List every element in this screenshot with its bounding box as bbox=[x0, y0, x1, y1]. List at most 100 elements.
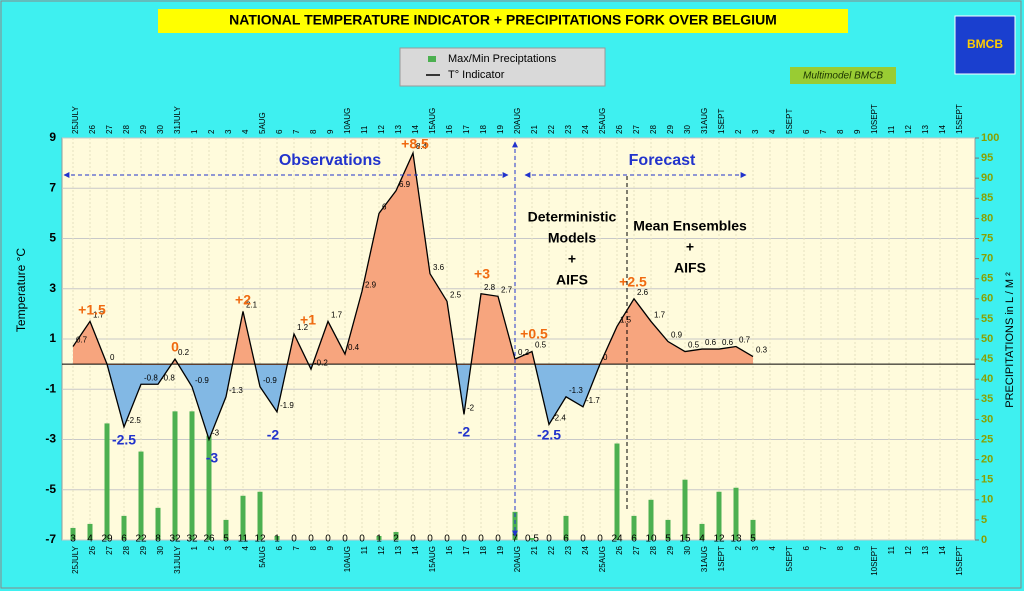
x-tick-label-top: 1SEPT bbox=[717, 109, 726, 134]
badge bbox=[790, 67, 896, 84]
x-tick-label-top: 10SEPT bbox=[870, 104, 879, 134]
x-tick-label-bottom: 21 bbox=[530, 545, 539, 554]
point-label: -1.3 bbox=[569, 386, 583, 395]
x-tick-label-bottom: 28 bbox=[122, 545, 131, 554]
bar-label: 6 bbox=[563, 534, 569, 545]
title-box bbox=[158, 9, 848, 33]
x-tick-label-bottom: 9 bbox=[853, 545, 862, 550]
point-label: 0.4 bbox=[348, 343, 360, 352]
point-label: 2.6 bbox=[637, 288, 649, 297]
bar bbox=[104, 423, 110, 540]
point-label: 1.7 bbox=[654, 311, 666, 320]
x-tick-label-bottom: 25AUG bbox=[598, 546, 607, 572]
x-tick-label-bottom: 3 bbox=[751, 545, 760, 550]
x-tick-label-top: 9 bbox=[326, 129, 335, 134]
y-axis-label: Temperature °C bbox=[14, 248, 28, 332]
bar-label: 13 bbox=[730, 534, 742, 545]
bar-label: 32 bbox=[186, 534, 198, 545]
bar bbox=[206, 435, 212, 540]
bar-label: 0 bbox=[546, 534, 552, 545]
x-tick-label-bottom: 15SEPT bbox=[955, 546, 964, 576]
x-tick-label-top: 9 bbox=[853, 129, 862, 134]
point-label: -0.2 bbox=[314, 358, 328, 367]
x-tick-label-top: 12 bbox=[904, 125, 913, 134]
badge-text: Multimodel BMCB bbox=[803, 71, 883, 82]
x-tick-label-bottom: 7 bbox=[292, 545, 301, 550]
y2-tick-label: 60 bbox=[981, 293, 993, 305]
point-label: 8.4 bbox=[416, 142, 428, 151]
x-tick-label-bottom: 14 bbox=[411, 545, 420, 554]
x-tick-label-bottom: 11 bbox=[360, 545, 369, 554]
y2-tick-label: 50 bbox=[981, 333, 993, 345]
x-tick-label-bottom: 27 bbox=[105, 545, 114, 554]
x-tick-label-bottom: 19 bbox=[496, 545, 505, 554]
annotation: -3 bbox=[206, 450, 219, 466]
x-tick-label-top: 3 bbox=[224, 129, 233, 134]
x-tick-label-bottom: 5SEPT bbox=[785, 546, 794, 571]
bar-label: 2 bbox=[393, 534, 399, 545]
x-tick-label-top: 15SEPT bbox=[955, 104, 964, 134]
point-label: 1.7 bbox=[331, 311, 343, 320]
x-tick-label-top: 27 bbox=[632, 125, 641, 134]
x-tick-label-bottom: 25JULY bbox=[71, 545, 80, 574]
bar-label: 0 bbox=[325, 534, 331, 545]
bar bbox=[121, 515, 127, 540]
bar-label: 0 bbox=[342, 534, 348, 545]
point-label: -0.9 bbox=[263, 376, 277, 385]
bar-label: 0 bbox=[461, 534, 467, 545]
y-tick-label: -5 bbox=[45, 482, 56, 496]
y-tick-label: 1 bbox=[49, 331, 56, 345]
note: + bbox=[568, 251, 576, 267]
x-tick-label-bottom: 12 bbox=[904, 545, 913, 554]
bar-label: 0 bbox=[359, 534, 365, 545]
x-tick-label-bottom: 30 bbox=[683, 545, 692, 554]
point-label: 0.5 bbox=[535, 341, 547, 350]
bar-label: 0.5 bbox=[525, 534, 539, 545]
x-tick-label-bottom: 1SEPT bbox=[717, 546, 726, 571]
bar-label: 24 bbox=[611, 534, 623, 545]
point-label: -1.9 bbox=[280, 401, 294, 410]
y2-tick-label: 75 bbox=[981, 232, 993, 244]
point-label: 0.6 bbox=[722, 338, 734, 347]
x-tick-label-top: 24 bbox=[581, 125, 590, 134]
annotation: +1 bbox=[300, 312, 316, 328]
x-tick-label-top: 26 bbox=[88, 125, 97, 134]
annotation: -2.5 bbox=[112, 432, 136, 448]
x-tick-label-bottom: 13 bbox=[921, 545, 930, 554]
x-tick-label-top: 29 bbox=[139, 125, 148, 134]
annotation: 0 bbox=[171, 339, 179, 355]
bar-label: 12 bbox=[254, 534, 266, 545]
x-tick-label-top: 11 bbox=[360, 125, 369, 134]
x-tick-label-bottom: 23 bbox=[564, 545, 573, 554]
x-tick-label-top: 3 bbox=[751, 129, 760, 134]
x-tick-label-bottom: 1 bbox=[190, 545, 199, 550]
x-tick-label-top: 26 bbox=[615, 125, 624, 134]
bar-label: 8 bbox=[155, 534, 161, 545]
y2-tick-label: 0 bbox=[981, 534, 987, 546]
bar-label: 7 bbox=[512, 534, 518, 545]
x-tick-label-bottom: 4 bbox=[768, 545, 777, 550]
y2-tick-label: 100 bbox=[981, 132, 999, 144]
bar bbox=[563, 515, 569, 540]
point-label: 6 bbox=[382, 202, 387, 211]
x-tick-label-top: 20AUG bbox=[513, 108, 522, 134]
point-label: 1.7 bbox=[93, 311, 105, 320]
x-tick-label-bottom: 11 bbox=[887, 545, 896, 554]
bar bbox=[631, 515, 637, 540]
x-tick-label-bottom: 15AUG bbox=[428, 546, 437, 572]
bar-label: 0 bbox=[291, 534, 297, 545]
bar-label: 0 bbox=[410, 534, 416, 545]
annotation: +0.5 bbox=[520, 326, 548, 342]
x-tick-label-top: 19 bbox=[496, 125, 505, 134]
y2-tick-label: 15 bbox=[981, 474, 993, 486]
x-tick-label-top: 13 bbox=[394, 125, 403, 134]
x-tick-label-top: 5SEPT bbox=[785, 109, 794, 134]
bar-label: 0 bbox=[444, 534, 450, 545]
bar-label: 0 bbox=[597, 534, 603, 545]
bar bbox=[274, 535, 280, 540]
point-label: 0.3 bbox=[756, 346, 768, 355]
bar bbox=[138, 451, 144, 540]
point-label: 0.6 bbox=[705, 338, 717, 347]
x-tick-label-bottom: 26 bbox=[88, 545, 97, 554]
legend-swatch bbox=[428, 56, 436, 62]
